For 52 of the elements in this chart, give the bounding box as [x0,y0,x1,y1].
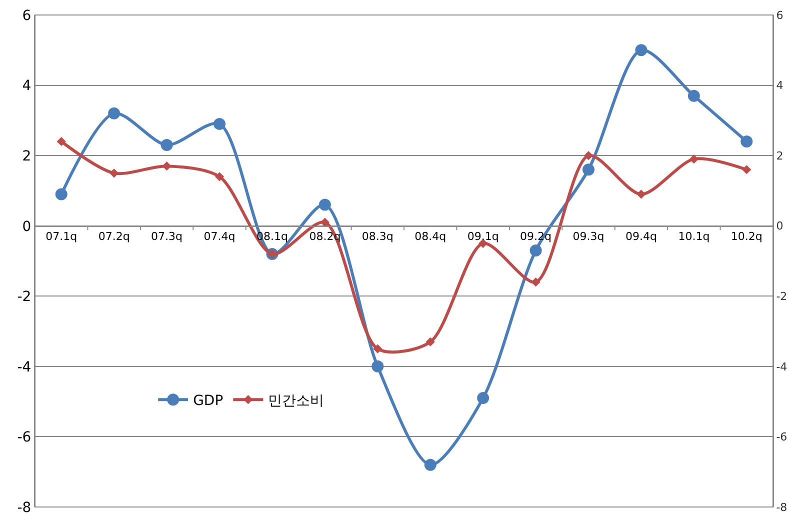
y-tick-label: 0 [22,218,32,235]
x-tick-label: 07.3q [151,230,183,244]
point [110,168,119,178]
point [160,139,173,152]
x-tick-label: 09.1q [467,230,499,244]
point [55,188,68,200]
point [424,458,436,471]
y-tick-label: -4 [17,359,32,376]
point [740,136,753,148]
x-tick-label: 09.4q [625,230,657,244]
y-tick-label: -6 [17,430,32,446]
point [635,44,648,56]
point [162,162,172,171]
y2-tick-label: -6 [776,430,788,444]
point [530,244,542,256]
y2-tick-label: 2 [776,149,784,162]
point [582,164,594,176]
x-tick-label: 07.2q [98,230,130,244]
point [318,198,331,211]
y2-tick-label: 0 [776,220,784,233]
point [372,360,384,372]
point [636,190,646,199]
y2-tick-label: 4 [776,79,784,92]
legend-label: 민간소비 [268,393,324,410]
x-tick-label: 07.4q [204,230,236,244]
point [56,136,66,146]
y-tick-label: -8 [17,500,32,516]
point [477,392,490,404]
x-tick-label: 10.2q [730,230,762,244]
y2-tick-label: -4 [776,360,788,374]
x-tick-label: 08.3q [362,230,394,244]
y-tick-label: -2 [17,289,32,306]
point [584,151,594,160]
x-tick-label: 08.4q [414,230,446,244]
point [742,165,752,174]
legend-label: GDP [193,393,224,410]
x-tick-label: 07.1q [46,230,78,244]
y-tick-label: 4 [22,78,32,94]
y2-tick-label: -2 [776,290,788,303]
point [426,337,435,346]
y-tick-label: 2 [22,148,32,164]
point [214,172,224,182]
x-tick-label: 10.1q [678,230,710,244]
x-tick-label: 09.3q [572,230,604,244]
y-tick-label: 6 [22,8,32,24]
point [108,107,120,120]
y2-tick-label: 6 [776,8,784,22]
point [689,154,698,164]
point [373,344,382,354]
point [214,118,226,130]
y2-tick-label: -8 [776,500,788,514]
point [688,90,700,102]
